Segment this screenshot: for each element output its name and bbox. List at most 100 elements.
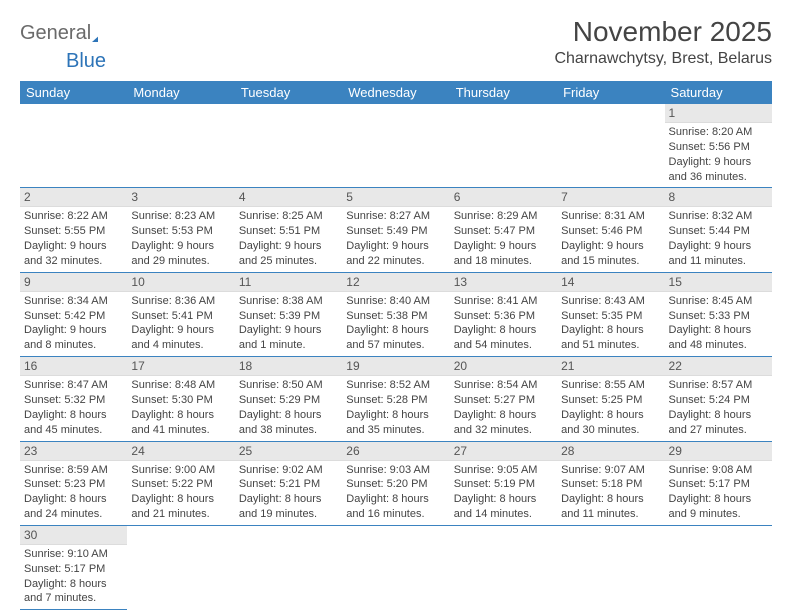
calendar-cell: 13Sunrise: 8:41 AMSunset: 5:36 PMDayligh… [450,272,557,356]
day-header: Thursday [450,81,557,104]
day-details: Sunrise: 8:36 AMSunset: 5:41 PMDaylight:… [127,292,234,356]
day-number: 13 [450,273,557,292]
day-number: 15 [665,273,772,292]
logo: General [20,22,118,45]
day-number: 30 [20,526,127,545]
day-details: Sunrise: 8:57 AMSunset: 5:24 PMDaylight:… [665,376,772,440]
day-details: Sunrise: 9:03 AMSunset: 5:20 PMDaylight:… [342,461,449,525]
calendar-cell: 26Sunrise: 9:03 AMSunset: 5:20 PMDayligh… [342,441,449,525]
day-details: Sunrise: 9:02 AMSunset: 5:21 PMDaylight:… [235,461,342,525]
title-block: November 2025 Charnawchytsy, Brest, Bela… [554,16,772,68]
location: Charnawchytsy, Brest, Belarus [554,50,772,68]
day-details: Sunrise: 8:54 AMSunset: 5:27 PMDaylight:… [450,376,557,440]
day-details: Sunrise: 8:32 AMSunset: 5:44 PMDaylight:… [665,207,772,271]
calendar-cell: 12Sunrise: 8:40 AMSunset: 5:38 PMDayligh… [342,272,449,356]
day-details: Sunrise: 8:41 AMSunset: 5:36 PMDaylight:… [450,292,557,356]
day-details: Sunrise: 8:22 AMSunset: 5:55 PMDaylight:… [20,207,127,271]
day-number: 20 [450,357,557,376]
day-details: Sunrise: 9:05 AMSunset: 5:19 PMDaylight:… [450,461,557,525]
day-details: Sunrise: 8:38 AMSunset: 5:39 PMDaylight:… [235,292,342,356]
day-details: Sunrise: 8:50 AMSunset: 5:29 PMDaylight:… [235,376,342,440]
calendar-row: 16Sunrise: 8:47 AMSunset: 5:32 PMDayligh… [20,357,772,441]
day-number: 27 [450,442,557,461]
calendar-empty-cell [557,525,664,609]
calendar-cell: 4Sunrise: 8:25 AMSunset: 5:51 PMDaylight… [235,188,342,272]
day-number: 25 [235,442,342,461]
day-details: Sunrise: 9:07 AMSunset: 5:18 PMDaylight:… [557,461,664,525]
day-number: 19 [342,357,449,376]
day-header-row: SundayMondayTuesdayWednesdayThursdayFrid… [20,81,772,104]
calendar-empty-cell [342,104,449,188]
day-header: Tuesday [235,81,342,104]
calendar-empty-cell [450,104,557,188]
day-header: Friday [557,81,664,104]
calendar-cell: 6Sunrise: 8:29 AMSunset: 5:47 PMDaylight… [450,188,557,272]
calendar-empty-cell [235,104,342,188]
day-number: 4 [235,188,342,207]
day-number: 22 [665,357,772,376]
day-number: 24 [127,442,234,461]
day-number: 1 [665,104,772,123]
calendar-cell: 22Sunrise: 8:57 AMSunset: 5:24 PMDayligh… [665,357,772,441]
logo-sail-icon [92,26,97,44]
day-number: 7 [557,188,664,207]
calendar-cell: 16Sunrise: 8:47 AMSunset: 5:32 PMDayligh… [20,357,127,441]
calendar-cell: 20Sunrise: 8:54 AMSunset: 5:27 PMDayligh… [450,357,557,441]
calendar-empty-cell [127,104,234,188]
calendar-cell: 27Sunrise: 9:05 AMSunset: 5:19 PMDayligh… [450,441,557,525]
day-details: Sunrise: 8:59 AMSunset: 5:23 PMDaylight:… [20,461,127,525]
calendar-cell: 3Sunrise: 8:23 AMSunset: 5:53 PMDaylight… [127,188,234,272]
calendar-cell: 23Sunrise: 8:59 AMSunset: 5:23 PMDayligh… [20,441,127,525]
calendar-cell: 7Sunrise: 8:31 AMSunset: 5:46 PMDaylight… [557,188,664,272]
calendar-cell: 19Sunrise: 8:52 AMSunset: 5:28 PMDayligh… [342,357,449,441]
day-number: 6 [450,188,557,207]
day-details: Sunrise: 8:52 AMSunset: 5:28 PMDaylight:… [342,376,449,440]
calendar-row: 23Sunrise: 8:59 AMSunset: 5:23 PMDayligh… [20,441,772,525]
calendar-cell: 28Sunrise: 9:07 AMSunset: 5:18 PMDayligh… [557,441,664,525]
day-number: 14 [557,273,664,292]
logo-text-blue: Blue [66,50,106,72]
day-number: 9 [20,273,127,292]
calendar-cell: 18Sunrise: 8:50 AMSunset: 5:29 PMDayligh… [235,357,342,441]
day-details: Sunrise: 8:23 AMSunset: 5:53 PMDaylight:… [127,207,234,271]
calendar-row: 30Sunrise: 9:10 AMSunset: 5:17 PMDayligh… [20,525,772,609]
day-number: 2 [20,188,127,207]
calendar-cell: 10Sunrise: 8:36 AMSunset: 5:41 PMDayligh… [127,272,234,356]
day-details: Sunrise: 9:08 AMSunset: 5:17 PMDaylight:… [665,461,772,525]
day-number: 18 [235,357,342,376]
day-details: Sunrise: 9:10 AMSunset: 5:17 PMDaylight:… [20,545,127,609]
day-number: 16 [20,357,127,376]
day-number: 11 [235,273,342,292]
calendar-cell: 11Sunrise: 8:38 AMSunset: 5:39 PMDayligh… [235,272,342,356]
day-details: Sunrise: 8:45 AMSunset: 5:33 PMDaylight:… [665,292,772,356]
day-details: Sunrise: 8:31 AMSunset: 5:46 PMDaylight:… [557,207,664,271]
calendar-empty-cell [450,525,557,609]
calendar-cell: 30Sunrise: 9:10 AMSunset: 5:17 PMDayligh… [20,525,127,609]
calendar-cell: 2Sunrise: 8:22 AMSunset: 5:55 PMDaylight… [20,188,127,272]
day-number: 28 [557,442,664,461]
day-number: 23 [20,442,127,461]
day-details: Sunrise: 8:55 AMSunset: 5:25 PMDaylight:… [557,376,664,440]
day-header: Saturday [665,81,772,104]
day-details: Sunrise: 8:34 AMSunset: 5:42 PMDaylight:… [20,292,127,356]
day-details: Sunrise: 8:43 AMSunset: 5:35 PMDaylight:… [557,292,664,356]
day-number: 21 [557,357,664,376]
calendar-empty-cell [557,104,664,188]
day-details: Sunrise: 8:25 AMSunset: 5:51 PMDaylight:… [235,207,342,271]
day-details: Sunrise: 8:48 AMSunset: 5:30 PMDaylight:… [127,376,234,440]
day-number: 26 [342,442,449,461]
day-header: Sunday [20,81,127,104]
calendar-empty-cell [342,525,449,609]
day-details: Sunrise: 8:40 AMSunset: 5:38 PMDaylight:… [342,292,449,356]
calendar-cell: 14Sunrise: 8:43 AMSunset: 5:35 PMDayligh… [557,272,664,356]
day-number: 5 [342,188,449,207]
calendar-row: 1Sunrise: 8:20 AMSunset: 5:56 PMDaylight… [20,104,772,188]
calendar-row: 9Sunrise: 8:34 AMSunset: 5:42 PMDaylight… [20,272,772,356]
calendar-cell: 15Sunrise: 8:45 AMSunset: 5:33 PMDayligh… [665,272,772,356]
calendar-table: SundayMondayTuesdayWednesdayThursdayFrid… [20,81,772,610]
calendar-empty-cell [235,525,342,609]
calendar-cell: 9Sunrise: 8:34 AMSunset: 5:42 PMDaylight… [20,272,127,356]
month-title: November 2025 [554,16,772,48]
day-details: Sunrise: 8:47 AMSunset: 5:32 PMDaylight:… [20,376,127,440]
day-number: 10 [127,273,234,292]
